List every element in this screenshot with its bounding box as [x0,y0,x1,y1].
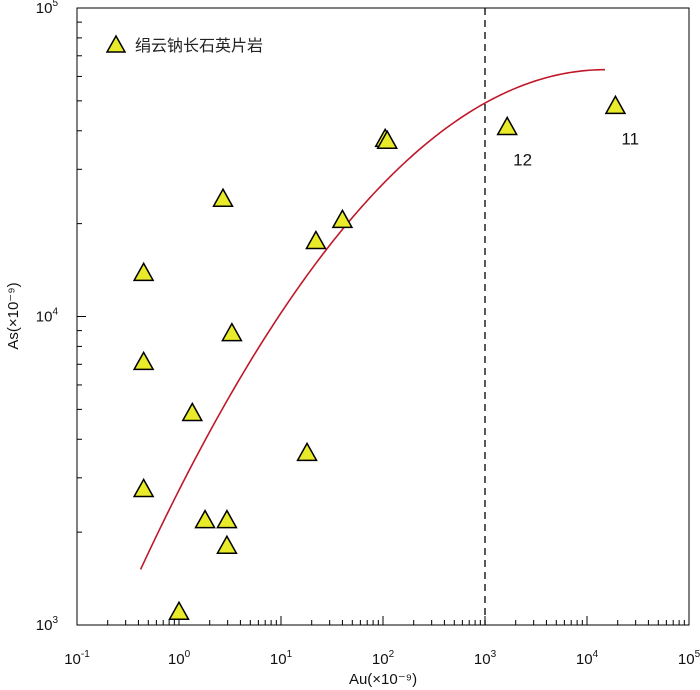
y-axis-title: As(×10⁻⁹) [5,282,22,349]
x-tick-label: 103 [474,649,497,668]
x-axis-ticks: 10-1 100 101 102 103 104 105 [64,616,700,668]
legend-marker-triangle-icon [105,34,127,53]
x-tick-label: 104 [576,649,599,668]
data-point-triangle [181,401,204,422]
point-label: 11 [621,129,639,148]
point-label: 12 [513,150,532,169]
data-point-triangle [496,115,518,136]
data-point-triangle [132,261,155,282]
data-point-triangle [331,208,354,229]
plot-frame [76,7,690,626]
legend-label: 绢云钠长石英片岩 [135,36,263,55]
x-axis-title: Au(×10⁻⁹) [349,671,417,688]
data-point-triangle [376,129,399,149]
y-axis-ticks: 103 104 105 [36,0,86,634]
y-tick-label: 103 [36,615,59,634]
x-tick-label: 100 [168,649,191,668]
data-point-triangle [132,350,155,371]
data-point-triangle [305,229,327,250]
data-point-triangle [296,441,318,462]
fit-curve [139,68,605,570]
x-tick-label: 10-1 [64,649,90,668]
data-point-triangle [216,509,238,529]
data-point-triangle [604,94,627,115]
data-point-triangle [216,534,238,554]
data-point-triangle [194,509,216,529]
y-tick-label: 104 [36,307,59,326]
legend: 绢云钠长石英片岩 [105,34,263,55]
x-tick-label: 102 [372,649,395,668]
y-tick-label: 105 [36,0,59,17]
data-point-triangle [212,187,234,207]
data-point-triangle [221,322,243,342]
x-tick-label: 101 [270,649,293,668]
data-points: 12 11 [132,94,639,620]
x-tick-label: 105 [678,649,700,668]
data-point-triangle [168,600,190,620]
data-point-triangle [132,477,155,498]
